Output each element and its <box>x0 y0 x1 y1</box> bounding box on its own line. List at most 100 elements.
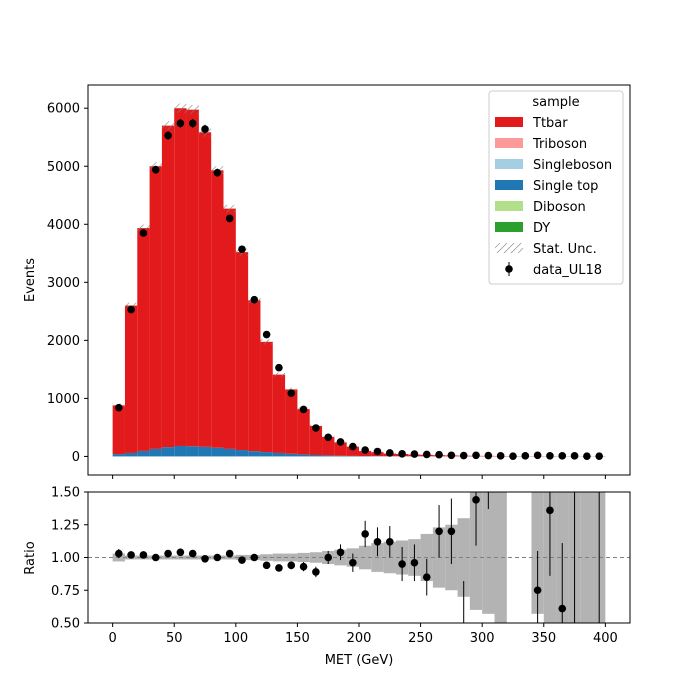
ytick-label-6000: 6000 <box>47 102 80 117</box>
legend-label-ttbar: Ttbar <box>532 116 568 131</box>
data-point-24 <box>410 450 419 458</box>
ratio-point-11 <box>250 553 259 562</box>
ratio-point-23 <box>398 560 406 568</box>
bar-ttbar-1 <box>124 305 138 453</box>
data-point-23 <box>398 450 406 458</box>
data-point-6 <box>188 119 197 128</box>
ratio-y-axis-label: Ratio <box>23 541 38 574</box>
data-point-12 <box>262 330 271 339</box>
main-plot: 0 1000 2000 3000 4000 5000 6000 Events sample … <box>23 84 631 479</box>
legend-swatch-single-top <box>495 180 523 190</box>
ytick-label-2000: 2000 <box>47 334 80 349</box>
ratio-point-20 <box>361 530 369 538</box>
bar-ttbar-6 <box>186 109 199 447</box>
data-point-29 <box>472 451 480 460</box>
data-point-39 <box>595 452 604 460</box>
data-point-21 <box>373 447 382 456</box>
ratio-xtick-label-50: 50 <box>166 631 183 646</box>
ratio-xtick-label-250: 250 <box>408 631 433 646</box>
bar-ttbar-7 <box>198 132 212 447</box>
band-bin-28 <box>457 518 470 597</box>
data-point-30 <box>484 451 493 460</box>
bar-ttbar-0 <box>112 405 125 455</box>
bar-ttbar-5 <box>174 108 187 446</box>
ratio-point-26 <box>435 527 443 536</box>
bar-single-top-5 <box>174 445 187 457</box>
ratio-point-16 <box>312 568 320 576</box>
legend-swatch-diboson <box>495 201 523 211</box>
ratio-point-2 <box>139 551 148 559</box>
legend-label-dy: DY <box>533 221 550 236</box>
bar-single-top-15 <box>297 454 310 457</box>
ratio-points <box>114 492 600 623</box>
ratio-xtick-label-400: 400 <box>593 631 618 646</box>
bar-single-top-7 <box>198 446 212 457</box>
data-point-3 <box>151 165 160 174</box>
ratio-xtick-label-300: 300 <box>470 631 495 646</box>
ratio-point-27 <box>447 527 456 536</box>
ratio-point-10 <box>238 556 246 564</box>
legend-label-stat-unc-: Stat. Unc. <box>533 242 597 257</box>
data-point-34 <box>533 451 542 460</box>
bar-single-top-11 <box>248 451 261 457</box>
stat-unc-6 <box>186 105 199 115</box>
ratio-point-1 <box>127 551 135 559</box>
data-point-22 <box>385 449 394 457</box>
ratio-point-3 <box>151 553 160 562</box>
ytick-label-0: 0 <box>72 450 80 465</box>
data-point-7 <box>201 125 209 133</box>
band-bin-6 <box>186 555 199 560</box>
ratio-xtick-label-200: 200 <box>347 631 372 646</box>
legend-marker-data-ul18 <box>505 265 513 273</box>
stat-unc-4 <box>161 121 175 130</box>
ratio-point-24 <box>410 558 419 567</box>
ratio-point-5 <box>176 548 185 557</box>
data-point-11 <box>250 295 259 304</box>
data-point-18 <box>336 438 345 446</box>
ytick-label-1000: 1000 <box>47 392 80 407</box>
bar-single-top-12 <box>260 452 273 457</box>
data-point-19 <box>349 442 357 451</box>
data-point-27 <box>447 451 456 460</box>
bar-ttbar-2 <box>137 228 150 451</box>
data-points <box>114 118 604 460</box>
ytick-label-4000: 4000 <box>47 218 80 233</box>
bar-ttbar-13 <box>272 374 286 453</box>
ratio-y-ticks: 0.50 0.75 1.00 1.25 1.50 <box>51 486 88 632</box>
main-x-ticks <box>112 475 606 479</box>
stat-unc-9 <box>223 204 236 213</box>
data-point-28 <box>459 451 468 460</box>
legend-swatch-stat-unc- <box>495 243 523 253</box>
legend-label-triboson: Triboson <box>532 137 587 152</box>
data-point-10 <box>238 245 246 254</box>
legend: sample Ttbar Triboson Singleboson Single to… <box>488 90 624 285</box>
stacked-histogram <box>112 108 606 457</box>
legend-label-data-ul18: data_UL18 <box>533 263 602 278</box>
ratio-ytick-label-1.25: 1.25 <box>51 518 80 533</box>
data-point-14 <box>287 389 296 397</box>
main-y-ticks: 0 1000 2000 3000 4000 5000 6000 <box>47 102 88 465</box>
ratio-point-7 <box>201 555 209 563</box>
x-axis-label: MET (GeV) <box>325 653 394 668</box>
ratio-xtick-label-0: 0 <box>108 631 116 646</box>
bar-single-top-16 <box>309 454 323 457</box>
ratio-point-19 <box>349 558 357 567</box>
ratio-ytick-label-1: 1.00 <box>51 551 80 566</box>
ratio-point-4 <box>164 549 172 558</box>
bar-ttbar-18 <box>334 442 347 456</box>
legend-swatch-triboson <box>495 138 523 148</box>
bar-ttbar-8 <box>211 170 224 448</box>
band-bin-15 <box>297 552 310 563</box>
stat-unc-13 <box>272 372 286 377</box>
bar-ttbar-9 <box>223 208 236 449</box>
ratio-ytick-label-0.75: 0.75 <box>51 584 80 599</box>
ratio-point-33 <box>558 604 567 613</box>
bar-single-top-2 <box>137 450 150 457</box>
bar-ttbar-12 <box>260 341 273 453</box>
data-point-5 <box>176 119 185 128</box>
data-point-25 <box>422 450 431 459</box>
data-point-1 <box>127 305 135 314</box>
data-point-2 <box>139 229 148 237</box>
data-point-17 <box>324 433 333 442</box>
legend-swatch-ttbar <box>495 117 523 127</box>
